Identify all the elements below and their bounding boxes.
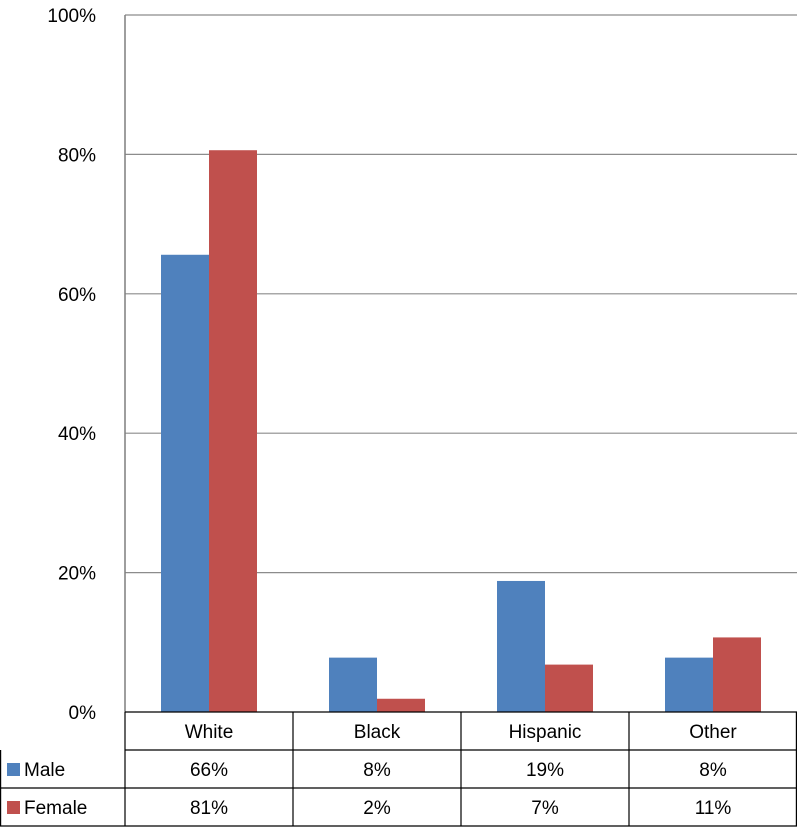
bar-female-white [209, 150, 257, 712]
category-label: Hispanic [509, 722, 582, 743]
bar-male-white [161, 254, 209, 712]
bar-female-black [377, 698, 425, 712]
bar-female-other [713, 637, 761, 712]
category-label: White [185, 722, 234, 743]
legend-label: Female [24, 798, 87, 819]
bars [161, 150, 761, 712]
y-tick-label: 100% [47, 6, 96, 27]
table-cell: 7% [531, 798, 559, 819]
table-cell: 11% [695, 798, 732, 819]
bar-male-black [329, 657, 377, 712]
table-cell: 2% [363, 798, 391, 819]
bar-male-other [665, 657, 713, 712]
bar-female-hispanic [545, 664, 593, 712]
y-tick-label: 0% [69, 703, 97, 724]
table-cell: 66% [190, 760, 228, 781]
y-tick-label: 40% [58, 424, 96, 445]
y-tick-label: 20% [58, 564, 96, 585]
legend-swatch-female [7, 801, 20, 814]
bar-male-hispanic [497, 580, 545, 712]
y-tick-label: 80% [58, 145, 96, 166]
data-table: White Black Hispanic Other Male 66% 8% 19% 8% Fem… [0, 711, 797, 827]
category-label: Other [689, 722, 737, 743]
y-tick-label: 60% [58, 285, 96, 306]
table-cell: 8% [699, 760, 727, 781]
table-cell: 19% [526, 760, 564, 781]
table-cell: 81% [190, 798, 228, 819]
legend-label: Male [24, 760, 65, 781]
y-axis-ticks: 0% 20% 40% 60% 80% 100% [47, 6, 96, 724]
table-cell: 8% [363, 760, 391, 781]
category-label: Black [354, 722, 401, 743]
legend-swatch-male [7, 763, 20, 776]
